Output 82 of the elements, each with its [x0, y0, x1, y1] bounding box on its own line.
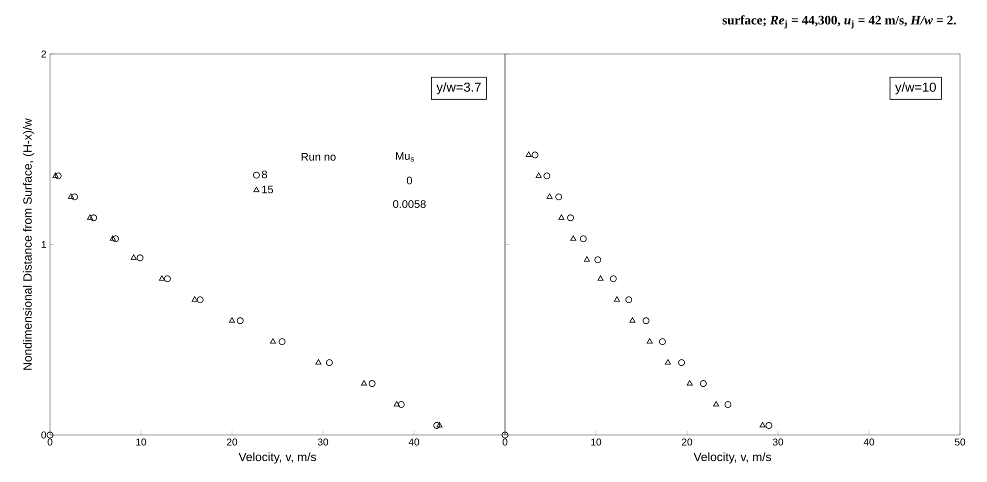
point — [110, 235, 116, 241]
legend-title: Run no — [302, 153, 336, 161]
x-tick-label: 20 — [226, 438, 238, 446]
point — [52, 172, 58, 178]
point — [71, 193, 78, 200]
text: y/w=10 — [895, 82, 936, 94]
point — [558, 214, 564, 220]
point — [536, 172, 542, 178]
point — [130, 254, 137, 260]
point — [543, 172, 550, 180]
point — [659, 338, 666, 346]
point — [555, 193, 562, 200]
text: y/w=3.7 — [436, 82, 481, 94]
point — [642, 317, 650, 324]
point — [112, 235, 119, 242]
x-tick-label: 40 — [864, 438, 874, 446]
text: surface; Re$_{j}$ = 44,300, u$_{j}$ = 42 m/s, H/w = 2. — [722, 15, 956, 28]
x-tick-label: 10 — [591, 438, 602, 446]
point — [90, 214, 98, 222]
x-tick-label: 20 — [682, 438, 692, 446]
point — [567, 214, 574, 222]
point — [546, 193, 553, 199]
point — [192, 296, 198, 302]
y-axis-title: Nondimensional Distance from Surface, (H-x)/w — [22, 118, 34, 370]
point — [502, 432, 508, 438]
point — [584, 256, 590, 262]
point — [315, 359, 322, 364]
point — [164, 275, 171, 282]
x-axis-title: Velocity, v, m/s — [238, 452, 316, 464]
point — [368, 380, 376, 387]
point — [594, 256, 602, 264]
point — [614, 296, 620, 302]
x-tick-label: 0 — [502, 438, 508, 446]
point — [326, 359, 333, 366]
point — [713, 401, 720, 406]
point — [686, 380, 693, 386]
point — [270, 338, 276, 344]
point — [646, 338, 653, 344]
annotation: 0.0058 — [393, 200, 426, 208]
x-tick-label: 30 — [318, 438, 328, 446]
y-tick-label: 2 — [41, 50, 46, 58]
x-tick-label: 10 — [136, 438, 146, 446]
x-tick-label: 40 — [408, 438, 420, 446]
point — [532, 152, 538, 158]
point — [158, 275, 165, 281]
annotation: 0 — [406, 176, 412, 184]
point — [526, 152, 532, 157]
point — [664, 359, 671, 364]
point — [236, 317, 244, 324]
point — [278, 338, 286, 346]
x-tick-label: 30 — [772, 438, 784, 446]
point — [570, 235, 576, 241]
point — [87, 214, 94, 220]
point — [629, 317, 636, 323]
point — [136, 254, 144, 262]
point — [760, 422, 766, 428]
point — [394, 401, 400, 406]
point — [196, 296, 204, 304]
x-tick-label: 50 — [954, 438, 966, 446]
x-axis-title: Velocity, v, m/s — [694, 452, 772, 464]
point — [433, 422, 440, 429]
point — [54, 172, 62, 180]
point — [610, 275, 617, 282]
point — [360, 380, 367, 386]
point — [229, 317, 236, 323]
point — [68, 193, 74, 199]
x-tick-label: 0 — [48, 438, 52, 446]
point — [724, 401, 732, 408]
annotation: Mu$_{s}$ — [396, 152, 414, 162]
point — [398, 401, 405, 408]
point — [580, 235, 587, 242]
point — [700, 380, 707, 387]
point — [625, 296, 632, 304]
y-tick-label: 1 — [42, 241, 46, 248]
point — [46, 432, 54, 438]
point — [678, 359, 685, 366]
legend-label: 15 — [262, 186, 274, 194]
point — [598, 275, 604, 281]
legend-label: 8 — [262, 170, 267, 178]
y-tick-label: 0 — [41, 431, 46, 439]
point — [766, 422, 772, 429]
point — [436, 422, 442, 428]
